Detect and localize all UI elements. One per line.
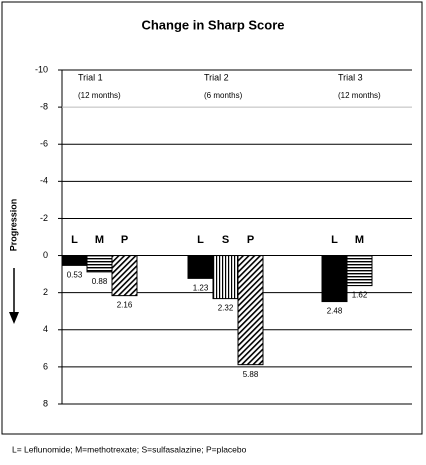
y-tick-label: -8: [40, 101, 48, 111]
group-label: Trial 2: [204, 72, 229, 82]
group-subtitle: (12 months): [338, 91, 381, 100]
y-tick-label: 8: [43, 398, 48, 408]
frame: [1, 1, 423, 435]
bar: [346, 255, 373, 287]
bar: [187, 255, 214, 279]
bar-letter: M: [355, 234, 364, 246]
bar-letter: L: [71, 234, 78, 246]
bar: [321, 255, 348, 303]
value-label: 0.88: [92, 277, 108, 286]
value-label: 1.23: [193, 283, 209, 292]
y-axis-label: Progression: [8, 199, 18, 252]
footnote: L= Leflunomide; M=methotrexate; S=sulfas…: [12, 444, 247, 454]
value-label: 2.32: [218, 304, 234, 313]
bar: [212, 255, 239, 300]
bar-letter: P: [121, 234, 128, 246]
chart-title: Change in Sharp Score: [141, 17, 284, 32]
arrow-head: [9, 312, 19, 324]
bar: [237, 255, 264, 366]
bar: [86, 255, 113, 273]
y-tick-label: -4: [40, 176, 48, 186]
group-label: Trial 3: [338, 72, 363, 82]
bar-letter: S: [222, 234, 229, 246]
bar-letter: M: [95, 234, 104, 246]
bar-letter: L: [197, 234, 204, 246]
group-label: Trial 1: [78, 72, 103, 82]
value-label: 5.88: [243, 370, 259, 379]
y-tick-label: -10: [35, 64, 48, 74]
group-subtitle: (12 months): [78, 91, 121, 100]
bar-letter: P: [247, 234, 254, 246]
y-tick-label: 6: [43, 361, 48, 371]
y-tick-label: 2: [43, 287, 48, 297]
y-tick-label: -2: [40, 213, 48, 223]
value-label: 2.16: [117, 301, 133, 310]
value-label: 2.48: [327, 307, 343, 316]
group-subtitle: (6 months): [204, 91, 243, 100]
bar: [111, 255, 138, 297]
value-label: 0.53: [67, 270, 83, 279]
value-label: 1.62: [352, 291, 368, 300]
y-tick-label: 4: [43, 324, 48, 334]
y-tick-label: 0: [43, 250, 48, 260]
y-tick-label: -6: [40, 139, 48, 149]
bar-letter: L: [331, 234, 338, 246]
bar: [61, 255, 88, 266]
